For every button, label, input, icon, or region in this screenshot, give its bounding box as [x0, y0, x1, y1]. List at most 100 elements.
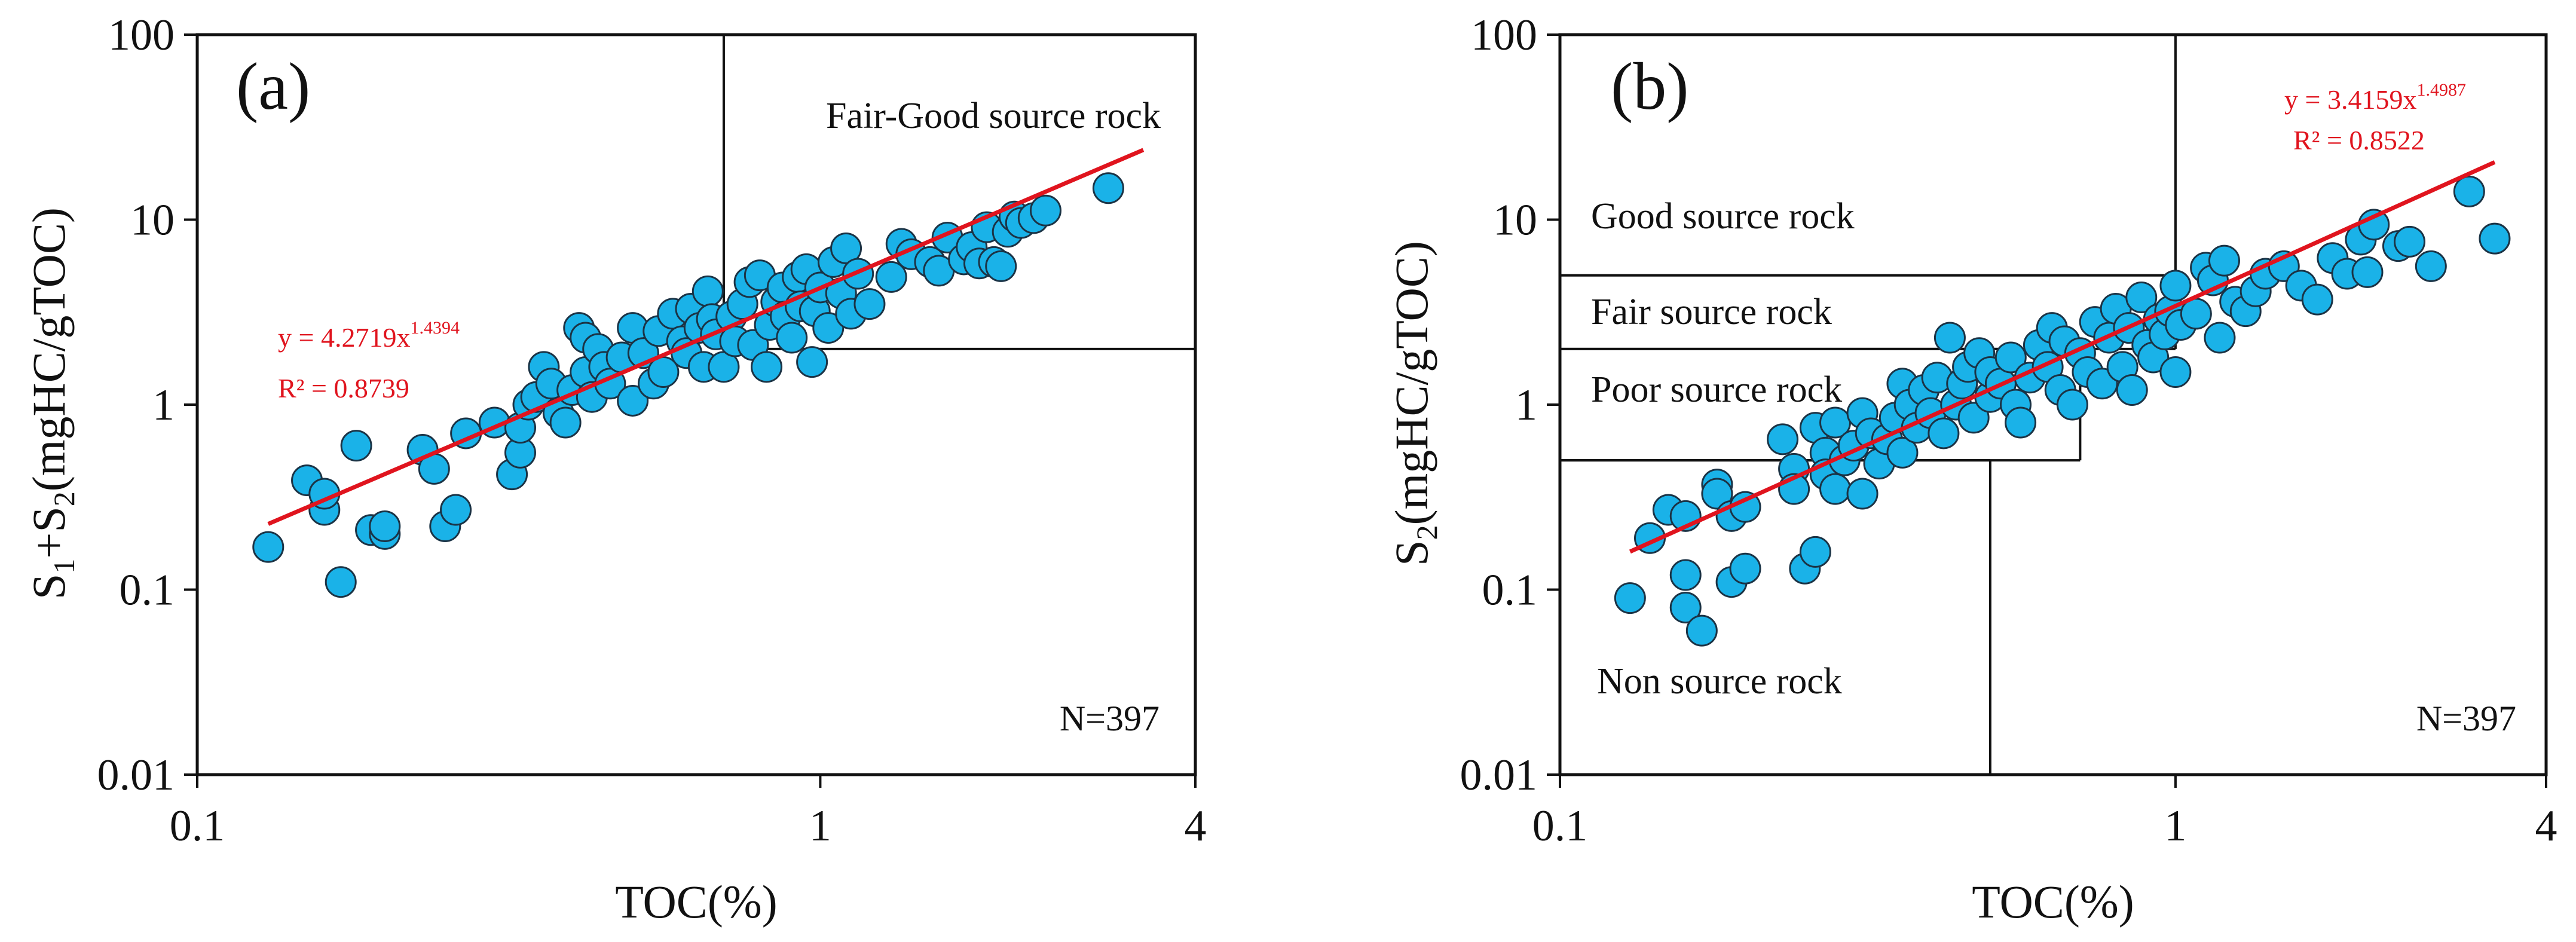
panel-b-data-point: [1701, 478, 1733, 510]
panel-b-sample-count: N=397: [2416, 699, 2516, 738]
panel-b-region-label-poor: Poor source rock: [1591, 369, 1842, 410]
panel-b-data-point: [1669, 591, 1702, 623]
panel-a-data-point: [853, 288, 886, 320]
panel-a-fit-group: [267, 148, 1145, 526]
panel-b-data-point: [1957, 402, 1990, 434]
panel-a-fit-line: [267, 148, 1145, 526]
panel-b-data-point: [1886, 436, 1919, 469]
panel-a-data-point: [875, 261, 907, 293]
panel-b-data-point: [1614, 582, 1646, 614]
panel-b-x-tick-label: 4: [2535, 802, 2557, 851]
panel-a-data-point: [252, 531, 284, 563]
panel-a-data-point: [796, 346, 828, 378]
panel-a-data-point: [325, 566, 357, 598]
panel-a-data-point: [440, 494, 472, 526]
panel-b-data-point: [2005, 406, 2037, 439]
panel-a-y-tick-label: 0.1: [120, 566, 175, 615]
panel-b-data-point: [1729, 552, 1761, 585]
panel-b-data-point: [1846, 478, 1879, 510]
panel-b-x-axis-label: TOC(%): [1972, 876, 2134, 928]
panel-a-data-point: [1029, 194, 1061, 227]
panel-a-region-label-fair-good: Fair-Good source rock: [826, 96, 1161, 136]
panel-b-data-point: [1669, 559, 1702, 591]
panel-b-x-tick-label: 0.1: [1532, 802, 1588, 851]
panel-b-data-point: [1994, 341, 2027, 374]
panel-a-x-axis-label: TOC(%): [615, 876, 778, 928]
panel-b-data-point: [1767, 423, 1799, 455]
panel-b-data-point: [2208, 244, 2240, 277]
panel-a-y-label-s: S: [23, 574, 75, 600]
panel-a-fit-equation: y = 4.2719x1.4394: [278, 318, 460, 353]
panel-a-fit-equation-prefix: y = 4.2719x: [278, 322, 410, 353]
panel-b-y-tick-label: 100: [1471, 11, 1537, 60]
panel-b-fit-line: [1629, 160, 2496, 554]
panel-b-data-point: [1928, 417, 1960, 449]
panel-b-data-point: [2351, 256, 2384, 288]
panel-a-data-point: [1092, 172, 1124, 204]
panel-b-data-point: [2116, 374, 2148, 406]
panel-b-data-point: [2159, 356, 2192, 388]
panel-b-y-label-tail: (mgHC/gTOC): [1385, 241, 1437, 525]
panel-b-label: (b): [1611, 50, 1689, 124]
panel-b-data-point: [2159, 270, 2192, 302]
panel-b-data-point: [2125, 282, 2158, 314]
panel-b-data-point: [1799, 536, 1831, 568]
panel-a-y-tick-label: 10: [130, 196, 175, 245]
panel-b-data-point: [2301, 283, 2333, 316]
panel-b-y-axis-label: S2(mgHC/gTOC): [1385, 241, 1443, 566]
panel-a-y-label-tail: (mgHC/gTOC): [23, 207, 75, 491]
panel-a-fit-equation-exponent: 1.4394: [410, 318, 460, 338]
panel-b-data-point: [1933, 322, 1966, 354]
panel-a-data-point: [830, 232, 862, 264]
panel-b-data-point: [2204, 322, 2236, 354]
panel-b-fit-equation: y = 3.4159x1.4987: [2284, 80, 2466, 115]
panel-b-fit-group: [1629, 160, 2496, 554]
panel-a-label: (a): [236, 50, 310, 124]
panel-a-y-tick-label: 100: [108, 11, 175, 60]
panel-b-data-point: [2479, 222, 2511, 255]
panel-a-sample-count: N=397: [1060, 699, 1159, 738]
panel-a-data-point: [776, 322, 808, 354]
panel-b-data-point: [2394, 225, 2426, 258]
panel-a-x-tick-label: 0.1: [170, 802, 225, 851]
panel-b-y-label-s: S: [1385, 540, 1437, 565]
panel-b-points: [1614, 175, 2511, 647]
panel-a-y-label-sub1: 1: [47, 559, 81, 574]
panel-a-data-point: [617, 384, 649, 417]
panel-b-data-point: [2453, 175, 2485, 207]
panel-b-region-label-non: Non source rock: [1597, 661, 1842, 702]
panel-a-r-squared: R² = 0.8739: [278, 373, 409, 403]
panel-a-x-tick-label: 4: [1185, 802, 1207, 851]
panel-a-data-point: [985, 250, 1017, 282]
panel-a-data-point: [692, 275, 724, 307]
panel-b-y-tick-label: 10: [1493, 196, 1537, 245]
panel-b-x-tick-label: 1: [2164, 802, 2186, 851]
panel-a-y-axis-label: S1+S2(mgHC/gTOC): [23, 207, 81, 600]
panel-b-r-squared: R² = 0.8522: [2293, 125, 2425, 155]
panel-a-data-point: [340, 430, 372, 462]
panel-a-data-point: [812, 312, 845, 344]
panel-b-data-point: [2056, 389, 2088, 421]
panel-a-plot-frame: [195, 33, 1197, 776]
panel-b-fit-equation-prefix: y = 3.4159x: [2284, 84, 2416, 115]
panel-b-y-tick-label: 0.1: [1482, 566, 1538, 615]
panel-a-x-tick-label: 1: [809, 802, 831, 851]
panel-a-y-tick-label: 1: [152, 381, 175, 430]
panel-b-fit-equation-exponent: 1.4987: [2416, 80, 2466, 100]
panel-b-data-point: [1685, 614, 1718, 647]
panel-a-y-label-sub2: 2: [47, 491, 81, 506]
panel-a-data-point: [751, 351, 783, 383]
panel-a-data-point: [549, 406, 582, 439]
panel-b-y-tick-label: 1: [1515, 381, 1537, 430]
panel-b-data-point: [1819, 473, 1852, 505]
panel-a-data-point: [369, 510, 401, 543]
panel-b-data-point: [2415, 250, 2447, 282]
panel-b-region-label-good: Good source rock: [1591, 196, 1855, 237]
panel-b-region-label-fair: Fair source rock: [1591, 292, 1832, 332]
